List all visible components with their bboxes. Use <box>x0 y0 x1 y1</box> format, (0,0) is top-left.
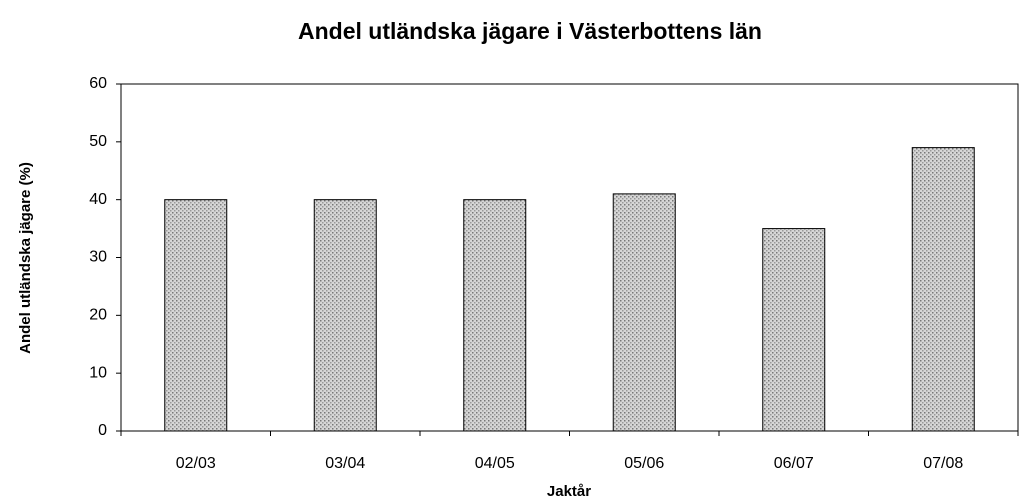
x-tick-label: 02/03 <box>176 455 216 472</box>
chart-title: Andel utländska jägare i Västerbottens l… <box>298 18 762 44</box>
y-tick-label: 60 <box>89 75 107 92</box>
y-tick-label: 0 <box>98 422 107 439</box>
x-tick-label: 03/04 <box>325 455 365 472</box>
y-tick-label: 40 <box>89 191 107 208</box>
y-tick-label: 10 <box>89 364 107 381</box>
x-tick-label: 05/06 <box>624 455 664 472</box>
bar <box>612 193 676 432</box>
x-axis-label: Jaktår <box>547 483 591 500</box>
y-tick-label: 20 <box>89 307 107 324</box>
x-tick-label: 04/05 <box>475 455 515 472</box>
bar <box>911 147 975 432</box>
y-tick-label: 30 <box>89 249 107 266</box>
y-axis-label: Andel utländska jägare (%) <box>17 162 34 354</box>
bar <box>313 199 377 432</box>
x-tick-label: 06/07 <box>774 455 814 472</box>
y-tick-label: 50 <box>89 133 107 150</box>
bar <box>164 199 228 432</box>
plot-frame <box>120 83 1019 432</box>
bar <box>463 199 527 432</box>
x-tick-label: 07/08 <box>923 455 963 472</box>
bar <box>762 228 826 432</box>
